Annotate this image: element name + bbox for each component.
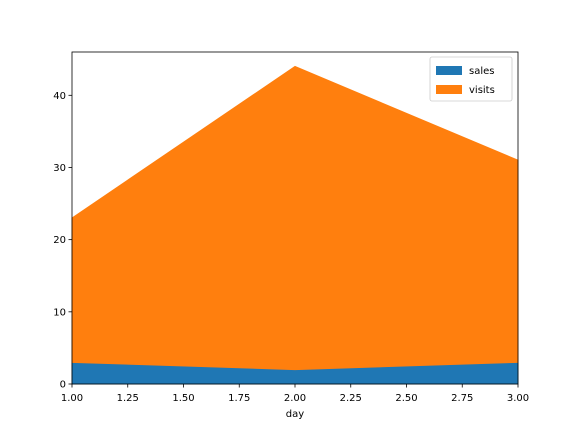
legend-swatch-visits: [436, 85, 462, 94]
x-tick-label: 3.00: [507, 393, 529, 404]
legend: sales visits: [429, 56, 513, 102]
x-axis-label: day: [286, 409, 304, 420]
x-axis: 1.00 1.25 1.50 1.75 2.00 2.25 2.50 2.75 3.00: [61, 384, 529, 404]
x-tick-label: 2.25: [340, 393, 362, 404]
y-tick-label: 10: [53, 307, 66, 318]
x-tick-label: 1.25: [117, 393, 139, 404]
y-tick-label: 40: [53, 91, 66, 102]
legend-label-visits: visits: [469, 85, 495, 96]
y-tick-label: 0: [60, 380, 66, 391]
legend-swatch-sales: [436, 66, 462, 75]
plot-frame: [71, 51, 519, 385]
x-tick-label: 1.00: [61, 393, 83, 404]
x-tick-label: 1.75: [228, 393, 250, 404]
x-tick-label: 1.50: [172, 393, 194, 404]
x-tick-label: 2.50: [395, 393, 417, 404]
y-tick-label: 20: [53, 235, 66, 246]
x-tick-label: 2.00: [284, 393, 306, 404]
x-tick-label: 2.75: [451, 393, 473, 404]
y-axis: 0 10 20 30 40: [53, 91, 72, 391]
legend-label-sales: sales: [469, 66, 494, 77]
y-tick-label: 30: [53, 163, 66, 174]
